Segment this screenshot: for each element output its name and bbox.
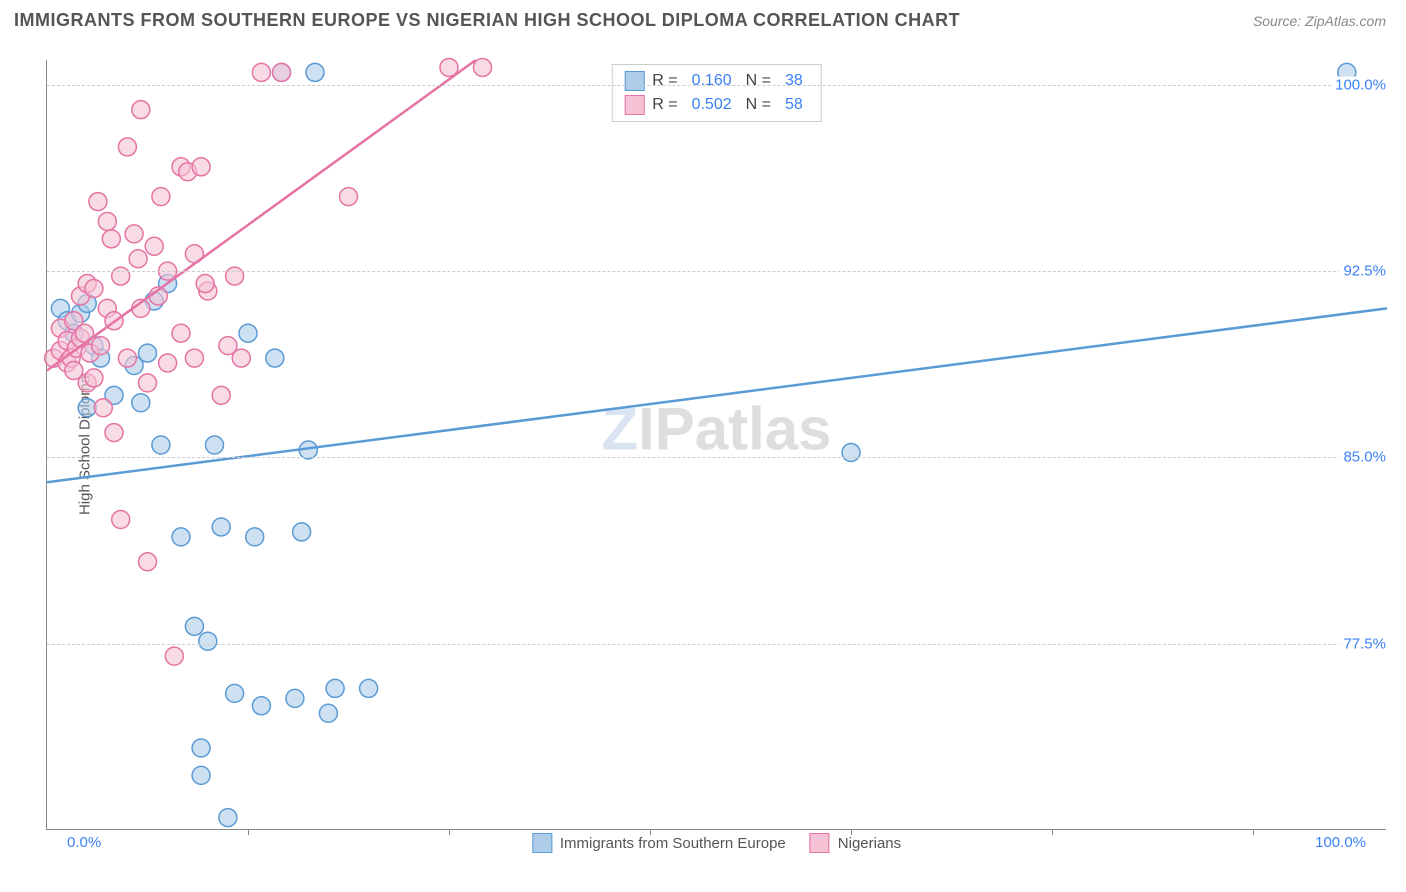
correlation-legend: R = 0.160 N = 38 R = 0.502 N = 58 xyxy=(611,64,822,122)
data-point xyxy=(185,349,203,367)
source-attribution: Source: ZipAtlas.com xyxy=(1253,13,1386,29)
data-point xyxy=(252,697,270,715)
data-point xyxy=(102,230,120,248)
data-point xyxy=(273,63,291,81)
chart-header: IMMIGRANTS FROM SOUTHERN EUROPE VS NIGER… xyxy=(0,0,1406,37)
data-point xyxy=(286,689,304,707)
data-point xyxy=(206,436,224,454)
x-tick-mark xyxy=(1253,829,1254,835)
data-point xyxy=(159,354,177,372)
data-point xyxy=(152,188,170,206)
data-point xyxy=(212,518,230,536)
legend-swatch-series1 xyxy=(624,71,644,91)
chart-title: IMMIGRANTS FROM SOUTHERN EUROPE VS NIGER… xyxy=(14,10,960,31)
legend-n-label: N = xyxy=(746,72,771,90)
data-point xyxy=(199,632,217,650)
legend-r-value-1: 0.160 xyxy=(692,72,732,90)
data-point xyxy=(132,101,150,119)
legend-swatch-series2 xyxy=(624,95,644,115)
gridline xyxy=(47,457,1386,458)
data-point xyxy=(842,443,860,461)
x-tick-mark xyxy=(248,829,249,835)
legend-r-label: R = xyxy=(652,96,677,114)
data-point xyxy=(226,267,244,285)
data-point xyxy=(326,679,344,697)
data-point xyxy=(239,324,257,342)
data-point xyxy=(85,280,103,298)
legend-r-label: R = xyxy=(652,72,677,90)
data-point xyxy=(112,511,130,529)
data-point xyxy=(252,63,270,81)
data-point xyxy=(219,809,237,827)
legend-item-series1: Immigrants from Southern Europe xyxy=(532,833,786,853)
data-point xyxy=(165,647,183,665)
data-point xyxy=(192,158,210,176)
data-point xyxy=(139,344,157,362)
plot-svg xyxy=(47,60,1386,829)
data-point xyxy=(98,212,116,230)
data-point xyxy=(172,528,190,546)
gridline xyxy=(47,644,1386,645)
data-point xyxy=(192,766,210,784)
x-axis-min-label: 0.0% xyxy=(67,834,101,851)
data-point xyxy=(92,337,110,355)
gridline xyxy=(47,85,1386,86)
data-point xyxy=(266,349,284,367)
data-point xyxy=(145,237,163,255)
data-point xyxy=(89,193,107,211)
data-point xyxy=(125,225,143,243)
data-point xyxy=(105,424,123,442)
x-tick-mark xyxy=(650,829,651,835)
y-tick-label: 92.5% xyxy=(1339,263,1390,280)
x-tick-mark xyxy=(449,829,450,835)
x-axis-max-label: 100.0% xyxy=(1315,834,1366,851)
data-point xyxy=(112,267,130,285)
data-point xyxy=(192,739,210,757)
y-tick-label: 77.5% xyxy=(1339,635,1390,652)
legend-row-series1: R = 0.160 N = 38 xyxy=(624,69,809,93)
legend-row-series2: R = 0.502 N = 58 xyxy=(624,93,809,117)
legend-item-series2: Nigerians xyxy=(810,833,901,853)
data-point xyxy=(78,399,96,417)
legend-n-value-2: 58 xyxy=(785,96,803,114)
data-point xyxy=(232,349,250,367)
x-tick-mark xyxy=(1052,829,1053,835)
data-point xyxy=(129,250,147,268)
data-point xyxy=(293,523,311,541)
data-point xyxy=(118,349,136,367)
y-tick-label: 100.0% xyxy=(1331,76,1390,93)
legend-r-value-2: 0.502 xyxy=(692,96,732,114)
data-point xyxy=(185,617,203,635)
legend-n-label: N = xyxy=(746,96,771,114)
data-point xyxy=(226,684,244,702)
data-point xyxy=(94,399,112,417)
data-point xyxy=(85,369,103,387)
x-tick-mark xyxy=(851,829,852,835)
data-point xyxy=(172,324,190,342)
data-point xyxy=(132,394,150,412)
legend-label-series1: Immigrants from Southern Europe xyxy=(560,835,786,852)
scatter-chart: High School Diploma 0.0% 100.0% ZIPatlas… xyxy=(46,60,1386,830)
data-point xyxy=(212,386,230,404)
legend-swatch-series1-bottom xyxy=(532,833,552,853)
data-point xyxy=(319,704,337,722)
y-tick-label: 85.0% xyxy=(1339,449,1390,466)
data-point xyxy=(139,374,157,392)
data-point xyxy=(246,528,264,546)
data-point xyxy=(340,188,358,206)
data-point xyxy=(360,679,378,697)
data-point xyxy=(196,275,214,293)
series-legend: Immigrants from Southern Europe Nigerian… xyxy=(532,833,901,853)
data-point xyxy=(306,63,324,81)
data-point xyxy=(152,436,170,454)
legend-swatch-series2-bottom xyxy=(810,833,830,853)
gridline xyxy=(47,271,1386,272)
data-point xyxy=(139,553,157,571)
legend-n-value-1: 38 xyxy=(785,72,803,90)
legend-label-series2: Nigerians xyxy=(838,835,901,852)
data-point xyxy=(118,138,136,156)
